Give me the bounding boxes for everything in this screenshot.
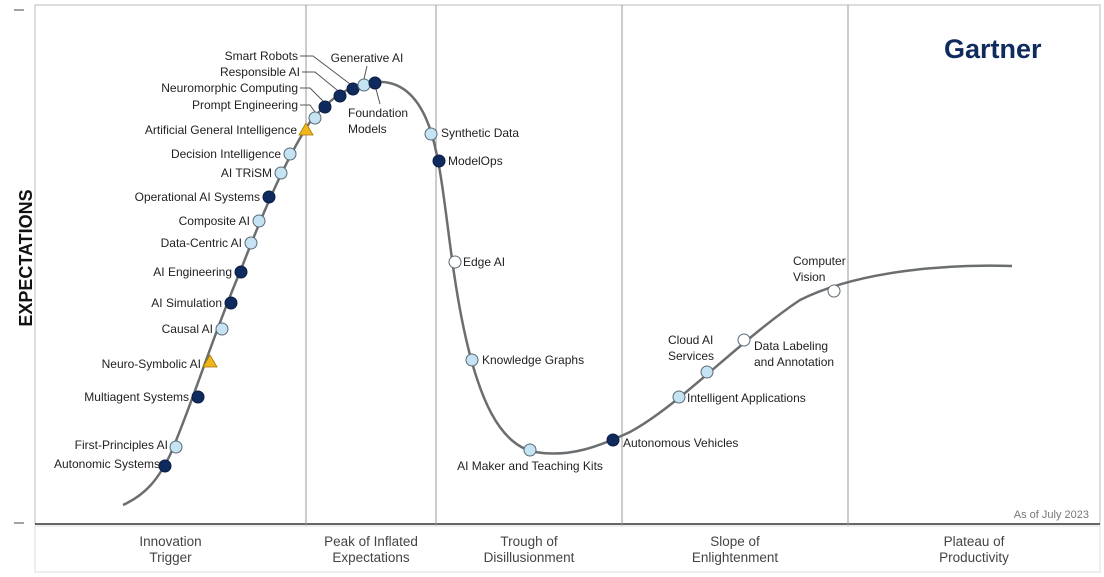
ai-simulation-label: AI Simulation [151, 296, 222, 310]
multiagent-systems-label: Multiagent Systems [84, 390, 189, 404]
causal-ai-label: Causal AI [162, 322, 213, 336]
autonomous-vehicles-marker[interactable] [606, 433, 620, 447]
modelops-marker[interactable] [432, 154, 446, 168]
knowledge-graphs-marker[interactable] [465, 353, 479, 367]
leader-line [302, 71, 338, 91]
computer-vision-label-line2: Vision [793, 270, 825, 284]
causal-ai-marker[interactable] [215, 322, 229, 336]
neuro-symbolic-ai-marker[interactable] [202, 354, 218, 368]
phase-label-line2: Disillusionment [484, 550, 575, 565]
leader-line [300, 87, 324, 102]
smart-robots-label: Smart Robots [225, 49, 298, 63]
ai-trism-marker[interactable] [274, 166, 288, 180]
computer-vision-marker[interactable] [827, 284, 841, 298]
ai-engineering-label: AI Engineering [153, 265, 232, 279]
as-of-date: As of July 2023 [1014, 509, 1089, 521]
plot-frame [34, 4, 1101, 525]
phase-label-line1: Plateau of [944, 534, 1005, 549]
leader-line [375, 88, 381, 105]
intelligent-applications-marker[interactable] [672, 390, 686, 404]
ai-engineering-marker[interactable] [234, 265, 248, 279]
foundation-models-marker[interactable] [368, 76, 382, 90]
knowledge-graphs-label: Knowledge Graphs [482, 353, 584, 367]
phase-label-line2: Trigger [149, 550, 192, 565]
responsible-ai-marker[interactable] [333, 89, 347, 103]
autonomous-vehicles-label: Autonomous Vehicles [623, 436, 738, 450]
hype-curve [122, 80, 1013, 507]
artificial-general-intelligence-marker[interactable] [298, 122, 314, 136]
cloud-ai-services-label: Cloud AI [668, 333, 713, 347]
modelops-label: ModelOps [448, 154, 503, 168]
computer-vision-label: Computer [793, 254, 846, 268]
phase-dividers [305, 5, 849, 526]
edge-ai-label: Edge AI [463, 255, 505, 269]
autonomic-systems-marker[interactable] [158, 459, 172, 473]
operational-ai-systems-label: Operational AI Systems [135, 190, 260, 204]
neuromorphic-computing-label: Neuromorphic Computing [161, 81, 298, 95]
multiagent-systems-marker[interactable] [191, 390, 205, 404]
smart-robots-marker[interactable] [346, 82, 360, 96]
ai-simulation-marker[interactable] [224, 296, 238, 310]
gartner-logo: Gartner [944, 34, 1042, 64]
data-labeling-and-annotation-marker[interactable] [737, 333, 751, 347]
foundation-models-label: Foundation [348, 106, 408, 120]
phase-label-line2: Enlightenment [692, 550, 779, 565]
edge-ai-marker[interactable] [448, 255, 462, 269]
ai-trism-label: AI TRiSM [221, 166, 272, 180]
phase-label-line1: Trough of [500, 534, 558, 549]
phase-label-line1: Innovation [139, 534, 201, 549]
data-centric-ai-label: Data-Centric AI [161, 236, 242, 250]
composite-ai-marker[interactable] [252, 214, 266, 228]
data-labeling-and-annotation-label: Data Labeling [754, 339, 828, 353]
neuromorphic-computing-marker[interactable] [318, 100, 332, 114]
intelligent-applications-label: Intelligent Applications [687, 391, 806, 405]
generative-ai-marker[interactable] [357, 78, 371, 92]
leader-line [300, 104, 316, 113]
phase-band [34, 525, 1101, 573]
artificial-general-intelligence-label: Artificial General Intelligence [145, 123, 297, 137]
ai-maker-and-teaching-kits-marker[interactable] [523, 443, 537, 457]
leader-line [363, 65, 368, 80]
ai-maker-and-teaching-kits-label: AI Maker and Teaching Kits [457, 459, 603, 473]
generative-ai-label: Generative AI [331, 51, 404, 65]
first-principles-ai-marker[interactable] [169, 440, 183, 454]
foundation-models-label-line2: Models [348, 122, 387, 136]
decision-intelligence-marker[interactable] [283, 147, 297, 161]
autonomic-systems-label: Autonomic Systems [54, 457, 160, 471]
phase-label-line2: Expectations [332, 550, 410, 565]
neuro-symbolic-ai-label: Neuro-Symbolic AI [102, 357, 201, 371]
synthetic-data-marker[interactable] [424, 127, 438, 141]
first-principles-ai-label: First-Principles AI [75, 438, 168, 452]
cloud-ai-services-label-line2: Services [668, 349, 714, 363]
data-centric-ai-marker[interactable] [244, 236, 258, 250]
data-labeling-and-annotation-label-line2: and Annotation [754, 355, 834, 369]
responsible-ai-label: Responsible AI [220, 65, 300, 79]
phase-label-line1: Slope of [710, 534, 760, 549]
composite-ai-label: Composite AI [179, 214, 250, 228]
cloud-ai-services-marker[interactable] [700, 365, 714, 379]
decision-intelligence-label: Decision Intelligence [171, 147, 281, 161]
y-axis-label: EXPECTATIONS [16, 189, 36, 326]
phase-label-line1: Peak of Inflated [324, 534, 418, 549]
synthetic-data-label: Synthetic Data [441, 126, 519, 140]
leader-lines [300, 55, 381, 113]
prompt-engineering-label: Prompt Engineering [192, 98, 298, 112]
prompt-engineering-marker[interactable] [308, 111, 322, 125]
leader-line [300, 55, 351, 85]
phase-label-line2: Productivity [939, 550, 1009, 565]
operational-ai-systems-marker[interactable] [262, 190, 276, 204]
